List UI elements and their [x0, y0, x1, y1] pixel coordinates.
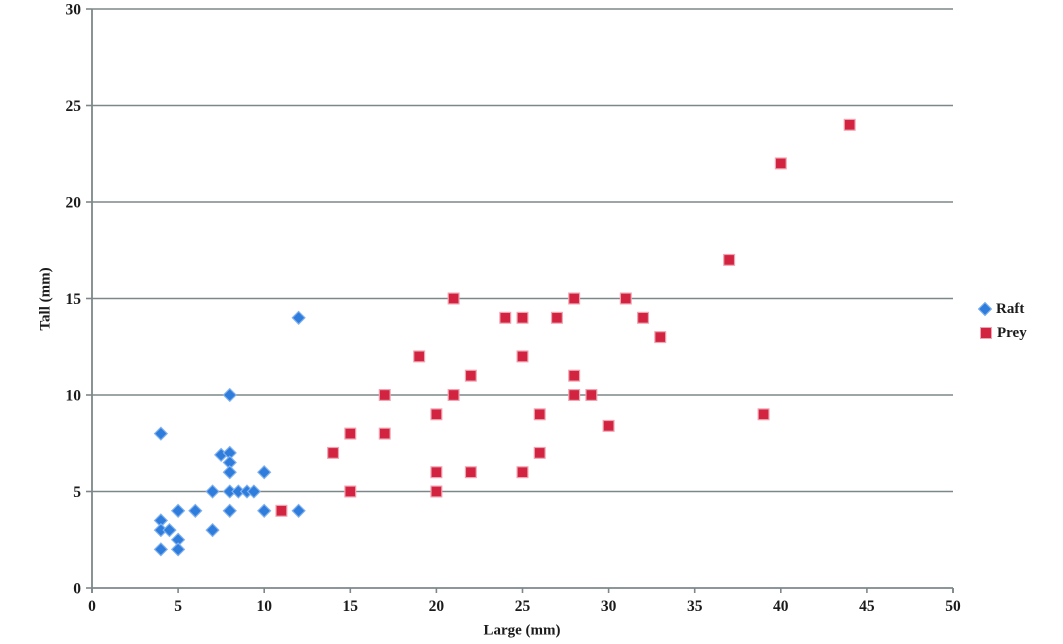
prey-data-point — [430, 408, 443, 421]
prey-data-point — [464, 466, 477, 479]
prey-data-point — [499, 311, 512, 324]
prey-data-point — [344, 427, 357, 440]
legend-label-prey: Prey — [997, 325, 1027, 341]
raft-data-point — [153, 426, 169, 441]
x-tick-label: 10 — [256, 598, 272, 615]
prey-data-point — [430, 466, 443, 479]
legend-item-prey: Prey — [980, 325, 1027, 341]
raft-data-point — [246, 484, 262, 499]
legend-item-raft: Raft — [977, 301, 1027, 317]
raft-data-point — [170, 503, 186, 518]
x-tick-label: 25 — [515, 598, 531, 615]
prey-data-point — [516, 311, 529, 324]
prey-data-point — [516, 466, 529, 479]
x-tick-label: 20 — [429, 598, 445, 615]
legend: Raft Prey — [977, 301, 1027, 341]
prey-data-point — [378, 427, 391, 440]
x-tick-label: 45 — [859, 598, 875, 615]
prey-data-point — [430, 485, 443, 498]
raft-data-point — [205, 484, 220, 499]
prey-data-point — [516, 350, 529, 363]
prey-data-point — [723, 253, 736, 266]
legend-label-raft: Raft — [996, 301, 1025, 317]
prey-data-point — [568, 389, 581, 402]
prey-data-point — [585, 389, 598, 402]
x-tick-label: 0 — [88, 598, 96, 615]
prey-data-point — [568, 292, 581, 305]
prey-data-point — [327, 446, 340, 459]
raft-data-point — [170, 542, 186, 557]
prey-data-point — [464, 369, 477, 382]
raft-data-point — [222, 387, 237, 403]
raft-data-point — [257, 465, 272, 480]
y-axis-title: Tall (mm) — [37, 267, 54, 331]
raft-data-point — [153, 542, 169, 557]
x-tick-label: 5 — [174, 598, 182, 615]
prey-data-point — [619, 292, 632, 305]
raft-data-point — [257, 503, 272, 518]
prey-data-point — [757, 408, 770, 421]
prey-data-point — [378, 389, 391, 402]
x-tick-label: 15 — [343, 598, 359, 615]
prey-data-point — [550, 311, 563, 324]
x-tick-label: 40 — [773, 598, 789, 615]
y-tick-label: 15 — [66, 291, 82, 308]
y-tick-label: 5 — [73, 484, 81, 501]
raft-data-point — [291, 310, 306, 325]
prey-data-point — [568, 369, 581, 382]
x-axis-title: Large (mm) — [483, 622, 561, 639]
prey-data-point — [843, 118, 856, 131]
prey-data-point — [533, 408, 546, 421]
y-tick-label: 10 — [66, 388, 82, 405]
raft-data-point — [222, 465, 237, 480]
y-tick-label: 20 — [66, 195, 82, 212]
y-tick-label: 30 — [66, 2, 82, 19]
raft-data-point — [205, 522, 220, 538]
prey-data-point — [447, 292, 460, 305]
raft-data-point — [291, 503, 306, 518]
prey-data-point — [344, 485, 357, 498]
y-tick-label: 0 — [73, 581, 81, 598]
prey-data-point — [447, 389, 460, 402]
prey-square-marker-icon — [980, 327, 992, 339]
prey-data-point — [533, 446, 546, 459]
prey-data-point — [637, 311, 650, 324]
prey-data-point — [774, 157, 787, 170]
prey-data-point — [602, 419, 615, 432]
prey-data-point — [654, 331, 667, 344]
prey-data-point — [413, 350, 426, 363]
y-tick-label: 25 — [66, 98, 82, 115]
raft-data-point — [162, 522, 177, 538]
prey-data-point — [275, 504, 288, 517]
x-tick-label: 35 — [687, 598, 703, 615]
raft-diamond-marker-icon — [977, 301, 993, 317]
raft-data-point — [222, 503, 237, 518]
x-tick-label: 30 — [601, 598, 617, 615]
x-tick-label: 50 — [945, 598, 961, 615]
raft-data-point — [188, 503, 203, 518]
